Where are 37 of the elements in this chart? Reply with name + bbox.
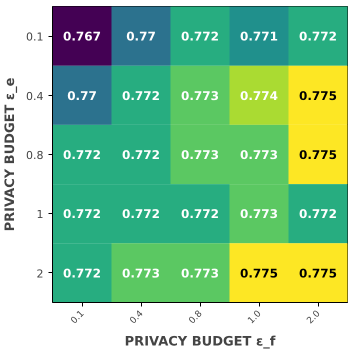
x-tick-label: 0.1 xyxy=(69,309,87,326)
data-label: 0.773 xyxy=(240,207,278,222)
data-label: 0.775 xyxy=(299,148,337,162)
data-label: 0.772 xyxy=(63,148,101,162)
data-label: 0.772 xyxy=(299,30,337,44)
data-label: 0.767 xyxy=(63,30,101,44)
y-tick-label: 0.4 xyxy=(26,90,44,103)
data-label: 0.775 xyxy=(240,266,278,280)
y-axis-title: PRIVACY BUDGET ε_e xyxy=(3,77,18,232)
y-tick-label: 1 xyxy=(36,208,44,222)
data-label: 0.772 xyxy=(63,207,101,222)
data-label: 0.775 xyxy=(299,266,337,280)
x-tick-label: 0.8 xyxy=(187,308,205,326)
y-tick-label: 0.1 xyxy=(26,30,44,44)
data-label: 0.772 xyxy=(181,207,219,222)
x-tick-label: 0.4 xyxy=(128,308,146,326)
x-axis-title: PRIVACY BUDGET ε_f xyxy=(124,334,276,350)
data-label: 0.772 xyxy=(122,207,160,222)
x-tick-label: 2.0 xyxy=(305,308,323,326)
data-label: 0.772 xyxy=(122,88,160,103)
data-label: 0.773 xyxy=(122,266,160,280)
data-label: 0.773 xyxy=(181,88,219,103)
data-label: 0.772 xyxy=(122,148,160,162)
data-label: 0.774 xyxy=(240,88,278,103)
data-label: 0.77 xyxy=(67,88,97,103)
data-label: 0.772 xyxy=(181,30,219,44)
data-label: 0.771 xyxy=(240,30,278,44)
data-label: 0.772 xyxy=(299,207,337,222)
data-label: 0.77 xyxy=(126,30,156,44)
y-tick-label: 2 xyxy=(36,267,44,280)
data-label: 0.772 xyxy=(63,266,101,280)
data-label: 0.773 xyxy=(181,266,219,280)
data-label: 0.773 xyxy=(240,148,278,162)
y-tick-label: 0.8 xyxy=(26,149,44,162)
data-label: 0.773 xyxy=(181,148,219,162)
data-label: 0.775 xyxy=(299,88,337,103)
x-tick-label: 1.0 xyxy=(246,308,264,326)
